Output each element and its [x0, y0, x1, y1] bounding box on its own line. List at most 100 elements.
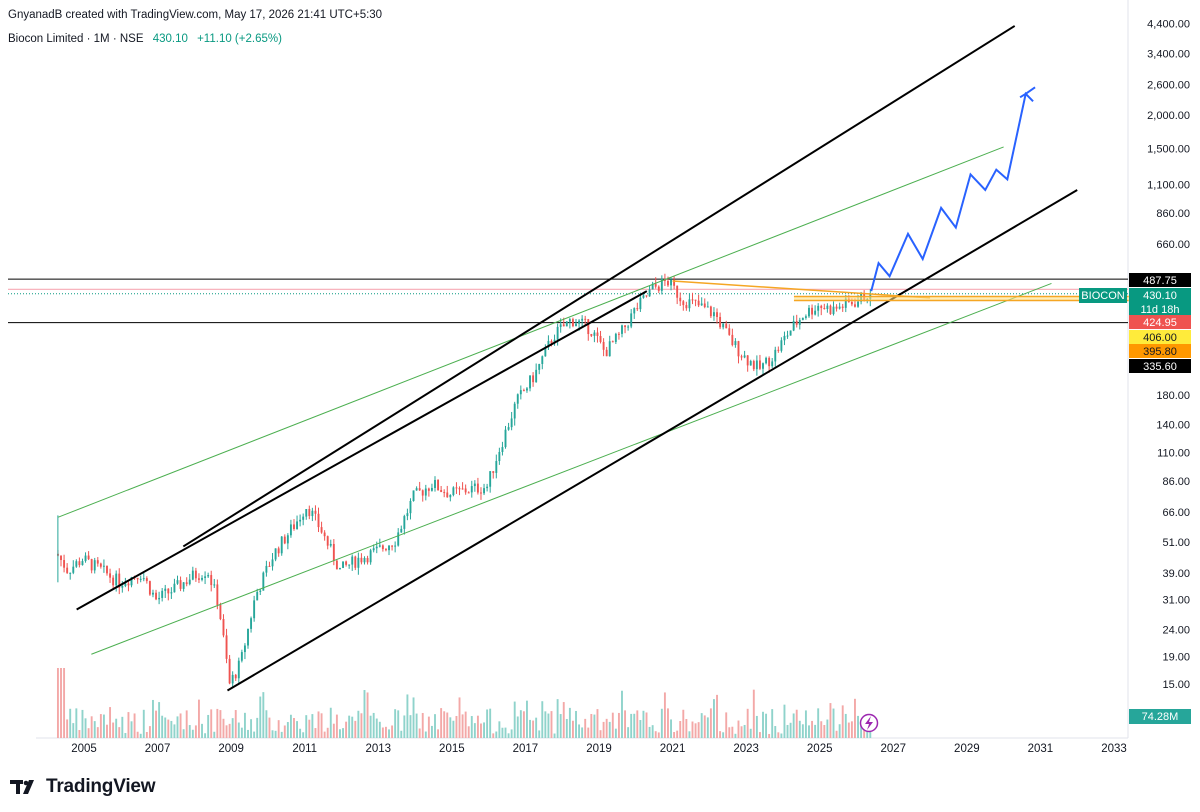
volume-bar — [185, 710, 188, 738]
volume-bar — [366, 692, 369, 738]
volume-bar — [740, 726, 743, 738]
candle-body — [480, 492, 482, 494]
volume-bar — [213, 731, 216, 738]
volume-bar — [363, 690, 366, 738]
volume-bar — [568, 707, 571, 738]
candle-body — [145, 578, 148, 582]
volume-bar — [231, 718, 234, 738]
volume-bar — [400, 730, 403, 738]
volume-bar — [262, 692, 265, 738]
volume-bar — [461, 714, 464, 738]
candle-body — [247, 628, 249, 646]
candle-body — [434, 479, 436, 488]
volume-bar — [430, 725, 433, 738]
candle-body — [844, 298, 847, 308]
volume-bar — [155, 710, 157, 738]
candle-body — [449, 495, 452, 498]
volume-bar — [201, 723, 203, 738]
volume-bar — [820, 721, 823, 738]
y-tick-label: 4,400.00 — [1147, 18, 1190, 30]
volume-bar — [798, 720, 801, 738]
candle-body — [476, 483, 479, 493]
volume-bar — [72, 723, 75, 738]
candle-body — [348, 564, 351, 566]
volume-bar — [703, 715, 706, 738]
candle-body — [682, 301, 685, 306]
candle-body — [265, 565, 268, 573]
volume-bar — [501, 727, 504, 738]
volume-bar — [541, 701, 544, 738]
candle-body — [578, 320, 581, 324]
volume-bar — [645, 712, 648, 738]
volume-bar — [774, 726, 777, 738]
volume-bars — [56, 668, 872, 738]
x-tick-label: 2019 — [586, 743, 612, 755]
candle-body — [99, 563, 102, 567]
symbol-tag: BIOCON — [1081, 290, 1124, 302]
candle-body — [170, 592, 173, 594]
time-axis[interactable]: 2005 2007 2009 2011 2013 2015 2017 2019 2021 2023… — [71, 743, 1127, 755]
candle-body — [167, 588, 170, 594]
candle-body — [293, 524, 295, 529]
volume-bar — [145, 731, 148, 738]
candle-body — [621, 325, 623, 334]
volume-bar — [142, 709, 145, 738]
volume-bar — [452, 720, 455, 738]
candle-body — [93, 560, 96, 571]
x-tick-label: 2005 — [71, 743, 97, 755]
volume-bar — [357, 710, 360, 738]
price-tag-335.60: 335.60 — [1143, 361, 1177, 373]
candle-body — [96, 560, 99, 564]
volume-bar — [498, 721, 501, 738]
candle-body — [667, 281, 669, 286]
candle-body — [627, 326, 630, 328]
candle-body — [256, 591, 259, 601]
volume-bar — [394, 709, 397, 738]
candle-body — [222, 619, 225, 636]
candle-body — [789, 330, 792, 336]
candle-body — [302, 516, 305, 520]
volume-bar — [243, 712, 246, 738]
candle-body — [464, 488, 467, 493]
candle-body — [737, 341, 740, 357]
candle-body — [774, 349, 777, 362]
volume-bar — [283, 725, 286, 738]
volume-bar — [124, 733, 127, 738]
candle-body — [556, 326, 559, 340]
candle-body — [323, 532, 326, 537]
candles — [56, 273, 872, 688]
volume-bar — [179, 713, 182, 738]
candle-body — [743, 355, 746, 358]
candle-body — [740, 356, 743, 358]
flash-icon[interactable] — [859, 713, 879, 733]
price-tags: 487.75 430.10 11d 18h BIOCON 424.95 406.00 395… — [1079, 273, 1191, 724]
price-axis[interactable]: 4,400.00 3,400.00 2,600.00 2,000.00 1,500.00… — [1147, 18, 1190, 691]
candle-body — [127, 583, 130, 586]
volume-bar — [164, 717, 167, 738]
volume-bar — [728, 727, 731, 738]
volume-bar — [109, 707, 112, 738]
candle-body — [299, 519, 302, 522]
candle-body — [455, 487, 458, 489]
volume-bar — [553, 733, 556, 738]
candle-body — [657, 286, 660, 291]
candle-body — [130, 577, 133, 586]
candle-body — [801, 317, 804, 320]
price-tag-bg — [1129, 344, 1191, 358]
volume-bar — [584, 718, 587, 738]
volume-bar — [700, 713, 703, 738]
volume-bar — [437, 729, 440, 738]
volume-bar — [99, 714, 102, 738]
candle-body — [538, 363, 541, 370]
candle-body — [516, 394, 519, 404]
candle-body — [90, 559, 93, 571]
candle-body — [679, 297, 682, 302]
volume-bar — [173, 724, 176, 738]
candle-body — [231, 674, 234, 684]
volume-bar — [667, 708, 669, 738]
candle-body — [391, 545, 394, 547]
candle-body — [240, 652, 243, 661]
candle-body — [645, 295, 648, 297]
y-tick-label: 24.00 — [1162, 624, 1190, 636]
